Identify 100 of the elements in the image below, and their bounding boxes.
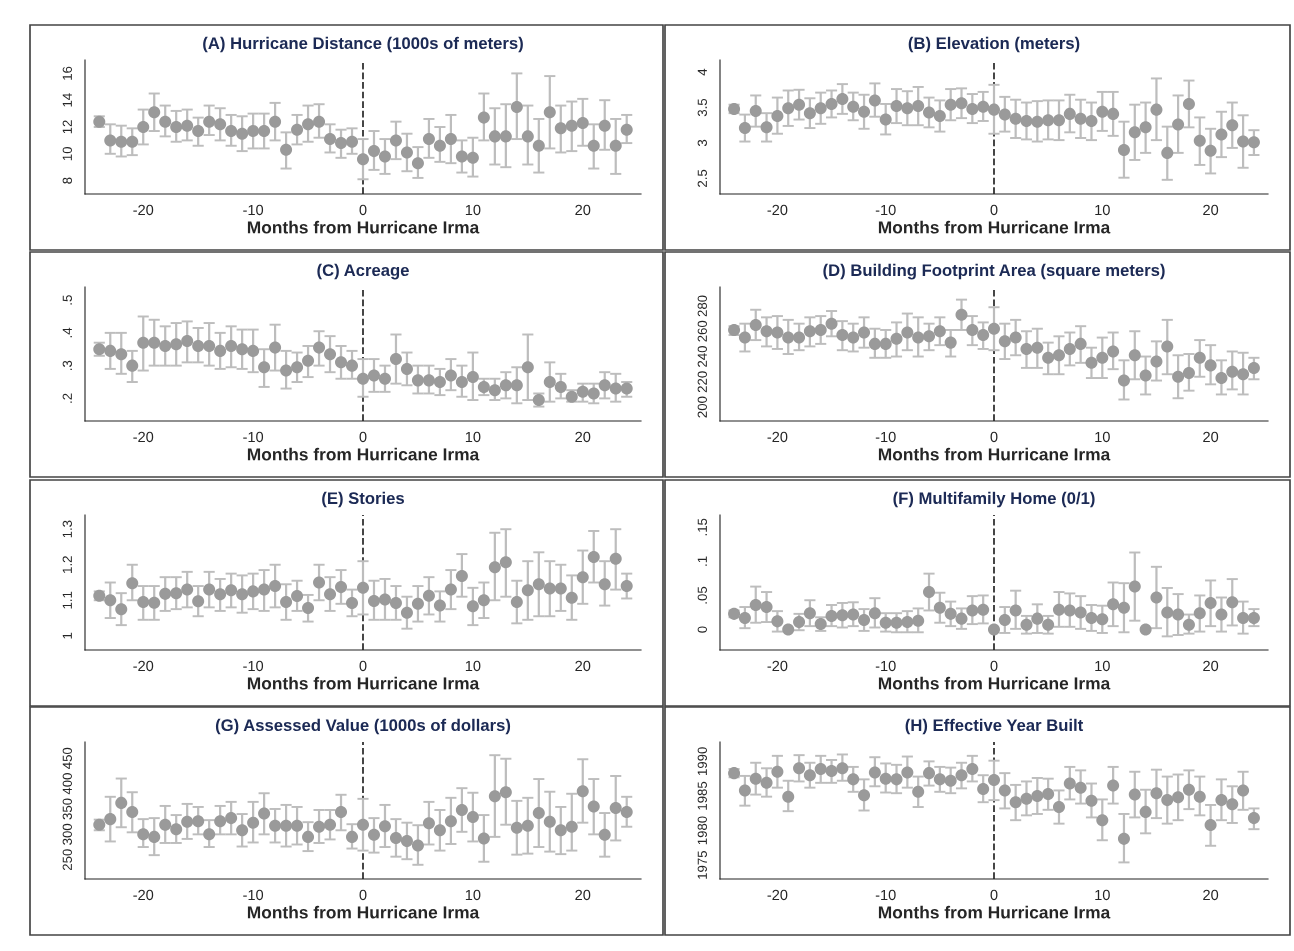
- point: [126, 577, 139, 590]
- point: [836, 609, 849, 622]
- point: [455, 376, 468, 389]
- chart-title: (B) Elevation (meters): [908, 36, 1080, 53]
- point: [477, 594, 490, 607]
- point: [749, 105, 762, 118]
- point: [868, 94, 881, 107]
- point: [987, 322, 1001, 335]
- point: [1215, 794, 1228, 807]
- point: [269, 819, 282, 832]
- point: [367, 828, 380, 841]
- point: [587, 139, 600, 152]
- point: [749, 772, 762, 785]
- point: [1031, 612, 1044, 625]
- point: [236, 824, 249, 837]
- y-tick-label: 350: [62, 798, 72, 820]
- point: [814, 762, 827, 775]
- point: [1193, 607, 1206, 620]
- y-tick-label: 1.3: [62, 520, 72, 538]
- x-axis-title: Months from Hurricane Irma: [247, 905, 480, 919]
- point: [1139, 805, 1152, 818]
- point: [115, 135, 128, 148]
- x-tick-label: 20: [575, 431, 591, 443]
- point: [554, 824, 567, 837]
- point: [814, 102, 827, 115]
- point: [1172, 791, 1185, 804]
- point: [1182, 783, 1195, 796]
- point: [302, 602, 315, 615]
- x-tick-label: 20: [1203, 660, 1219, 672]
- point: [836, 762, 849, 775]
- point: [1074, 606, 1087, 619]
- point: [510, 100, 523, 113]
- point: [782, 790, 795, 803]
- point: [901, 616, 914, 629]
- x-axis-title: Months from Hurricane Irma: [878, 676, 1111, 690]
- point: [966, 604, 979, 617]
- point: [1096, 351, 1109, 364]
- point: [1161, 606, 1174, 619]
- point: [1193, 134, 1206, 147]
- point: [609, 552, 622, 565]
- y-tick-label: 250: [62, 849, 72, 871]
- point: [1128, 349, 1141, 362]
- point: [793, 331, 806, 344]
- point: [203, 339, 216, 352]
- point: [771, 615, 784, 628]
- y-tick-label: .3: [62, 360, 72, 370]
- point: [313, 820, 326, 833]
- point: [356, 581, 370, 594]
- point: [510, 379, 523, 392]
- point: [760, 121, 773, 134]
- y-tick-label: 1.1: [62, 591, 72, 609]
- point: [955, 308, 968, 321]
- point: [933, 325, 946, 338]
- point: [933, 773, 946, 786]
- point: [1042, 618, 1055, 631]
- point: [1204, 359, 1217, 372]
- point: [1226, 365, 1239, 378]
- y-tick-label: 14: [62, 93, 72, 107]
- x-axis-title: Months from Hurricane Irma: [878, 447, 1111, 461]
- point: [335, 137, 348, 150]
- point: [977, 100, 990, 113]
- y-tick-label: 200: [697, 396, 707, 418]
- point: [998, 784, 1011, 797]
- point: [1063, 107, 1076, 120]
- y-tick-label: .1: [697, 556, 707, 566]
- point: [389, 353, 402, 366]
- point: [1161, 794, 1174, 807]
- chart-title: (F) Multifamily Home (0/1): [893, 491, 1095, 508]
- x-tick-label: -10: [243, 660, 264, 672]
- x-tick-label: -20: [767, 204, 788, 216]
- point: [346, 135, 359, 148]
- point: [1107, 345, 1120, 358]
- point: [825, 609, 838, 622]
- point: [444, 583, 457, 596]
- point: [444, 815, 457, 828]
- point: [858, 105, 871, 118]
- point: [1215, 608, 1228, 621]
- point: [521, 819, 534, 832]
- point: [148, 830, 161, 843]
- chart-title: (A) Hurricane Distance (1000s of meters): [203, 36, 523, 53]
- point: [126, 135, 139, 148]
- point: [1020, 342, 1033, 355]
- point: [214, 344, 227, 357]
- point: [433, 139, 446, 152]
- point: [933, 601, 946, 614]
- x-tick-label: -10: [243, 204, 264, 216]
- point: [346, 830, 359, 843]
- point: [1009, 604, 1022, 617]
- x-tick-label: 20: [575, 204, 591, 216]
- point: [466, 151, 479, 164]
- point: [944, 774, 957, 787]
- point: [356, 372, 370, 385]
- point: [258, 807, 271, 820]
- point: [367, 594, 380, 607]
- point: [1172, 370, 1185, 383]
- point: [1247, 361, 1260, 374]
- point: [771, 326, 784, 339]
- point: [1237, 784, 1250, 797]
- point: [1052, 603, 1065, 616]
- point: [803, 107, 816, 120]
